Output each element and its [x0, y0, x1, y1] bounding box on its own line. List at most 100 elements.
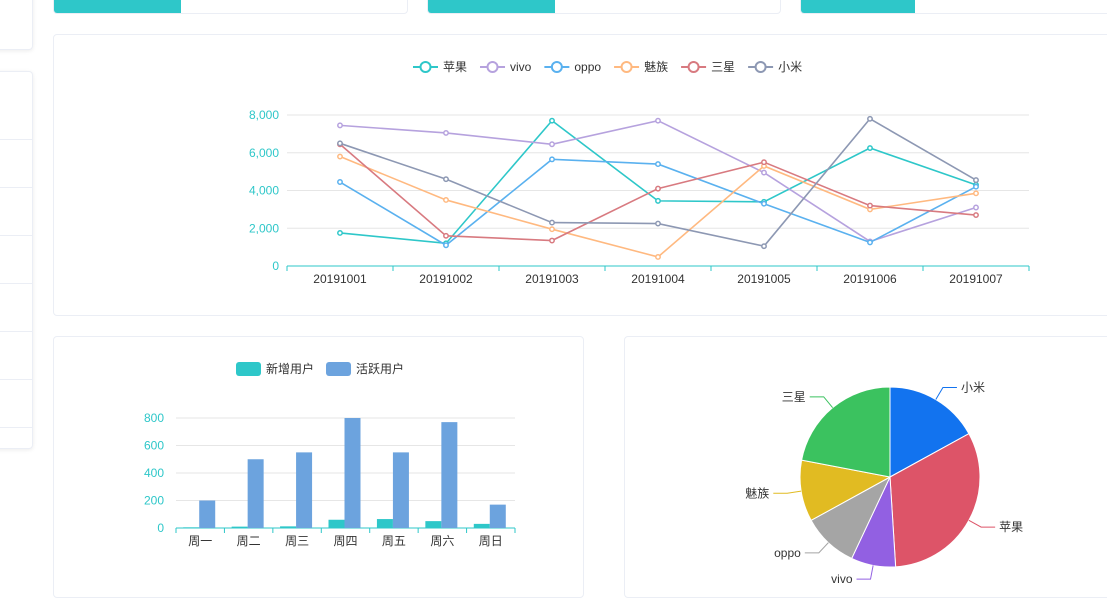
side-card-list: [0, 71, 33, 449]
data-point-3: [443, 196, 449, 203]
pie-label-line-3: [804, 542, 829, 554]
x-tick-label: 周三: [285, 534, 309, 548]
x-tick-label: 20191001: [313, 272, 367, 286]
legend-item-1: 活跃用户: [326, 361, 404, 376]
legend-label-3: 魅族: [644, 59, 668, 74]
x-tick-label: 20191002: [419, 272, 473, 286]
legend-marker-1: [486, 61, 499, 73]
pie-label-5: 三星: [782, 390, 806, 404]
x-tick-label: 20191005: [737, 272, 791, 286]
data-point-3: [655, 253, 661, 260]
y-tick-label: 4,000: [249, 184, 279, 198]
data-point-2: [655, 161, 661, 168]
data-point-2: [867, 239, 873, 246]
data-point-4: [549, 237, 555, 244]
data-point-5: [761, 243, 767, 250]
data-point-5: [443, 176, 449, 183]
x-tick-label: 20191006: [843, 272, 897, 286]
stat-card-3: [800, 0, 1107, 14]
bar-chart: 新增用户 活跃用户 0 200 400 600 800 周一 周二 周三 周四 周五 周六 周日: [144, 361, 516, 548]
line-chart-card: 苹果 vivo oppo 魅族 三星 小米 0 2,000 4,000 6,000 8,000 201…: [53, 34, 1107, 316]
data-point-2: [443, 242, 449, 249]
y-tick-label: 2,000: [249, 221, 279, 235]
legend-item-3: 魅族: [614, 59, 668, 74]
bar-0: [473, 523, 490, 528]
data-point-5: [973, 177, 979, 184]
pie-label-line-5: [809, 396, 834, 408]
legend-label-5: 小米: [778, 60, 802, 74]
bar-1: [489, 504, 506, 528]
legend-label-4: 三星: [711, 60, 735, 74]
bar-1: [344, 418, 361, 528]
bar-1: [392, 452, 409, 528]
legend-label-0: 新增用户: [266, 361, 314, 376]
data-point-5: [549, 219, 555, 226]
legend-label-0: 苹果: [443, 60, 467, 74]
stat-card-1: [53, 0, 408, 14]
data-point-0: [655, 197, 661, 204]
data-point-1: [549, 141, 555, 148]
pie-chart-card: 小米 苹果 vivo oppo 魅族 三星: [624, 336, 1107, 598]
stat-card-1-bar: [54, 0, 182, 13]
data-point-1: [761, 169, 767, 176]
y-tick-label: 200: [144, 494, 164, 508]
bar-0: [376, 519, 393, 528]
y-tick-label: 6,000: [249, 146, 279, 160]
pie-label-line-1: [968, 519, 996, 528]
x-tick-label: 周二: [237, 534, 261, 548]
data-point-3: [973, 190, 979, 197]
data-point-4: [867, 202, 873, 209]
data-point-1: [443, 129, 449, 136]
pie-label-line-4: [773, 490, 802, 494]
data-point-0: [549, 117, 555, 124]
legend-item-0: 新增用户: [236, 361, 314, 376]
data-point-5: [655, 220, 661, 227]
data-point-4: [761, 159, 767, 166]
legend-label-1: vivo: [510, 60, 532, 74]
stat-card-3-bar: [801, 0, 916, 13]
data-point-1: [973, 204, 979, 211]
stat-card-2-bar: [428, 0, 555, 13]
data-point-4: [443, 232, 449, 239]
legend-label-1: 活跃用户: [356, 361, 404, 376]
data-point-3: [337, 153, 343, 160]
data-point-2: [761, 200, 767, 207]
data-point-1: [337, 122, 343, 129]
pie-label-line-2: [856, 565, 874, 580]
legend-item-4: 三星: [681, 60, 735, 74]
line-chart: 苹果 vivo oppo 魅族 三星 小米 0 2,000 4,000 6,000 8,000 201…: [249, 59, 1030, 286]
data-point-2: [549, 156, 555, 163]
data-point-3: [549, 226, 555, 233]
bar-0: [231, 526, 248, 528]
legend-marker-5: [754, 61, 767, 73]
legend-marker-3: [620, 61, 633, 73]
x-tick-label: 周日: [479, 534, 503, 548]
y-tick-label: 0: [157, 521, 164, 535]
bar-1: [441, 422, 458, 528]
bar-0: [183, 527, 200, 528]
legend-marker-0: [419, 61, 432, 73]
bar-1: [247, 459, 264, 528]
bar-chart-card: 新增用户 活跃用户 0 200 400 600 800 周一 周二 周三 周四 周五 周六 周日: [53, 336, 584, 598]
pie-label-2: vivo: [831, 572, 853, 586]
data-point-4: [655, 185, 661, 192]
pie-label-4: 魅族: [745, 485, 769, 500]
bar-0: [280, 526, 297, 528]
legend-item-1: vivo: [480, 60, 532, 74]
data-point-5: [337, 140, 343, 147]
legend-item-2: oppo: [544, 60, 601, 74]
legend-label-2: oppo: [574, 60, 601, 74]
bar-1: [199, 500, 216, 528]
x-tick-label: 20191004: [631, 272, 685, 286]
pie-label-0: 小米: [961, 380, 985, 394]
x-tick-label: 周六: [430, 534, 454, 548]
pie-slice-0: [889, 386, 970, 478]
data-point-2: [337, 179, 343, 185]
x-tick-label: 20191007: [949, 272, 1003, 286]
data-point-5: [867, 115, 873, 122]
legend-item-0: 苹果: [413, 60, 467, 74]
pie-label-3: oppo: [774, 546, 801, 560]
y-tick-label: 8,000: [249, 108, 279, 122]
legend-item-5: 小米: [748, 60, 802, 74]
